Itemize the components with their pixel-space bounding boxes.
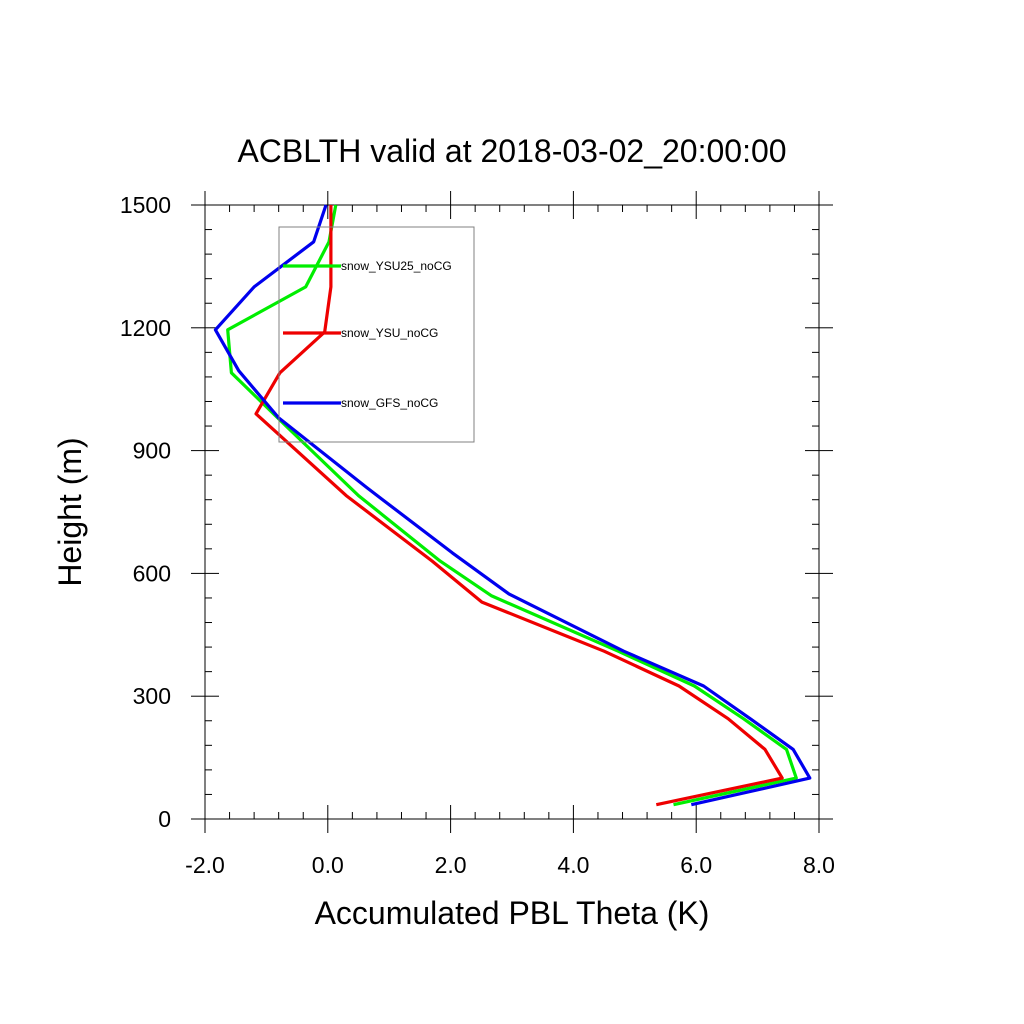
x-tick-label: -2.0: [185, 852, 225, 878]
series-line-snow_YSU_noCG: [254, 205, 784, 807]
legend-label: snow_YSU_noCG: [341, 326, 438, 340]
y-tick-label: 900: [133, 438, 171, 464]
y-tick-label: 300: [133, 683, 171, 709]
y-tick-label: 0: [158, 806, 171, 832]
y-axis-label: Height (m): [52, 437, 88, 586]
plot-frame: [204, 204, 820, 820]
x-tick-label: 2.0: [435, 852, 467, 878]
legend-box: [278, 226, 475, 443]
y-tick-label: 600: [133, 560, 171, 586]
series-line-snow_GFS_noCG: [213, 204, 812, 807]
x-tick-label: 6.0: [680, 852, 712, 878]
legend: snow_YSU25_noCG snow_YSU_noCG snow_GFS_noC…: [278, 226, 475, 443]
chart-title: ACBLTH valid at 2018-03-02_20:00:00: [237, 133, 786, 169]
y-tick-label: 1200: [120, 315, 171, 341]
series-line-snow_YSU25_noCG: [226, 204, 798, 807]
y-tick-label: 1500: [120, 192, 171, 218]
legend-label: snow_GFS_noCG: [341, 396, 438, 410]
tick-labels: -2.0 0.0 2.0 4.0 6.0 8.0 0 300 600 900 1200 1500: [120, 192, 835, 878]
x-tick-label: 8.0: [803, 852, 835, 878]
x-tick-label: 0.0: [312, 852, 344, 878]
series-lines: [213, 204, 812, 807]
legend-label: snow_YSU25_noCG: [341, 259, 452, 273]
x-tick-label: 4.0: [557, 852, 589, 878]
x-axis-label: Accumulated PBL Theta (K): [315, 895, 710, 931]
axis-ticks: [191, 191, 833, 833]
